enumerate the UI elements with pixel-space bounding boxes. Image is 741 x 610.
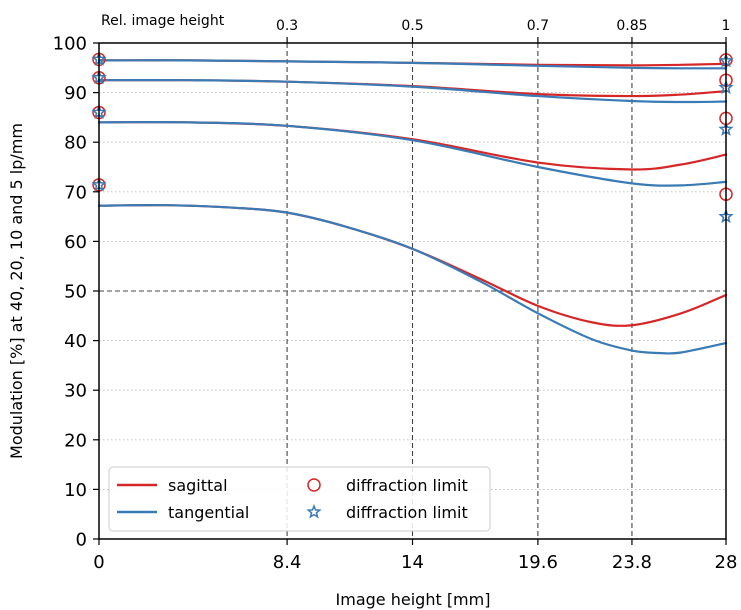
top-tick-label: 0.5 [401, 18, 423, 34]
y-tick-label: 100 [53, 34, 87, 55]
y-tick-label: 10 [64, 480, 87, 501]
legend: sagittal tangential diffraction limit di… [108, 466, 491, 532]
y-tick-label: 70 [64, 182, 87, 203]
x-tick-label: 19.6 [518, 552, 558, 573]
x-tick-label: 0 [93, 552, 104, 573]
series-line-sagittal-20-lp-mm [97, 121, 728, 171]
y-tick-label: 0 [76, 530, 87, 551]
y-tick-label: 60 [64, 232, 87, 253]
legend-tangential-label: tangential [168, 503, 249, 522]
y-axis-label: Modulation [%] at 40, 20, 10 and 5 lp/mm [7, 123, 26, 459]
y-tick-label: 20 [64, 430, 87, 451]
series-line-tangential-5-lp-mm [97, 59, 728, 70]
y-tick-label: 90 [64, 83, 87, 104]
top-tick-label: 0.7 [527, 18, 549, 34]
series-lines [97, 59, 728, 355]
legend-diffraction-tangential-label: diffraction limit [346, 503, 468, 522]
legend-box [108, 466, 491, 532]
x-axis-ticks: 0 8.4 14 19.6 23.8 28 [93, 539, 737, 573]
legend-sagittal-label: sagittal [168, 476, 228, 495]
top-axis-ticks: 0.3 0.5 0.7 0.85 1 [276, 18, 730, 43]
top-tick-label: 0.3 [276, 18, 298, 34]
series-line-tangential-10-lp-mm [97, 78, 728, 104]
y-tick-label: 50 [64, 282, 87, 303]
y-tick-label: 80 [64, 133, 87, 154]
top-tick-label: 1 [722, 18, 731, 34]
legend-star-marker [306, 503, 322, 519]
legend-circle-marker [307, 478, 321, 492]
x-tick-label: 23.8 [612, 552, 652, 573]
y-tick-label: 30 [64, 381, 87, 402]
y-axis-ticks: 0 10 20 30 40 50 60 70 80 90 100 [53, 34, 99, 551]
top-axis-label: Rel. image height [101, 13, 225, 29]
grid-lines [99, 43, 726, 539]
x-tick-label: 8.4 [273, 552, 302, 573]
x-axis-label: Image height [mm] [336, 590, 491, 609]
y-tick-label: 40 [64, 331, 87, 352]
top-tick-label: 0.85 [616, 18, 647, 34]
series-line-tangential-40-lp-mm [97, 204, 728, 355]
legend-diffraction-sagittal-label: diffraction limit [346, 476, 468, 495]
x-tick-label: 28 [715, 552, 738, 573]
series-line-tangential-20-lp-mm [97, 121, 728, 187]
x-tick-label: 14 [401, 552, 424, 573]
